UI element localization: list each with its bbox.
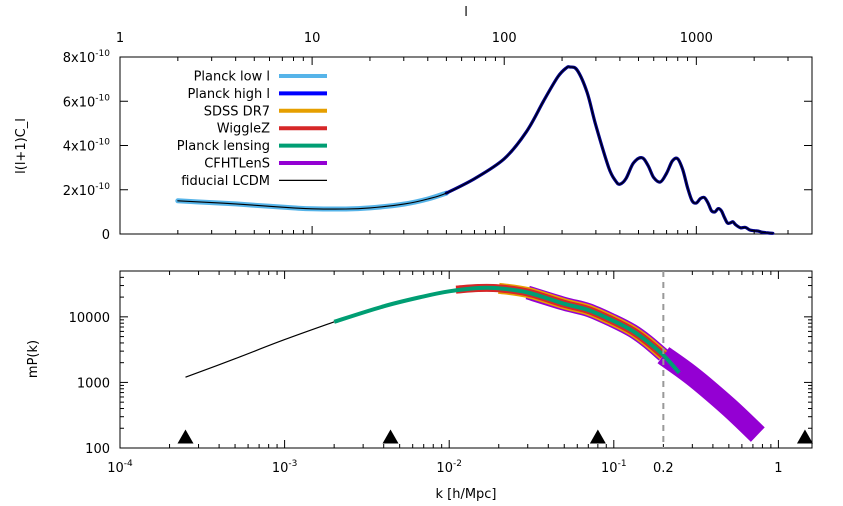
bottom-series-cfhtlens-high-k [657,347,765,442]
top-x-tick-label-1000: 1000 [680,31,713,46]
bottom-x-tick-label-10-3-base: 10 [272,461,289,476]
legend-label-wigglez: WiggleZ [217,122,270,137]
top-y-tick-label-2-base: 4x10 [63,140,96,155]
top-y-tick-label-3: 6x10-10 [63,93,110,110]
top-panel: 1 10 100 100002x10-104x10-106x10-108x10-10 … [14,5,813,243]
bottom-x-tick-label-10-1: 10-1 [601,459,627,476]
bottom-x-tick-label-0-2: 0.2 [653,461,674,476]
bottom-x-tick-label-10-2-exponent: -2 [453,459,462,469]
top-x-tick-label-10-base: 10 [304,31,321,46]
legend-label-planck-high-l: Planck high l [187,87,270,102]
bottom-y-tick-label-100-base: 100 [85,442,110,457]
top-y-tick-label-1: 2x10-10 [63,182,110,199]
legend-label-sdss-dr7: SDSS DR7 [204,104,270,119]
top-series-fiducial-lcdm [177,66,774,234]
bottom-series-sdss-dr7 [498,282,667,360]
legend: Planck low l Planck high l SDSS DR7 WiggleZ… [177,70,327,189]
triangle-marker-1 [382,429,399,444]
top-y-tick-label-4-base: 8x10 [63,51,96,66]
bottom-series-group [185,282,765,442]
bottom-x-tick-label-10-2-base: 10 [436,461,453,476]
top-series-planck-low-l [175,190,449,212]
legend-label-planck-lensing: Planck lensing [177,139,270,154]
top-y-tick-label-4-exponent: -10 [95,49,110,59]
triangle-marker-0 [177,429,194,444]
top-y-axis-label: l(l+1)C_l [14,118,29,174]
top-series-planck-high-l [444,65,775,235]
top-y-tick-label-2-exponent: -10 [95,138,110,148]
bottom-y-tick-label-100: 100 [85,442,110,457]
top-x-axis-label: l [464,5,468,20]
bottom-x-tick-label-10-4: 10-4 [107,459,133,476]
bottom-x-tick-label-10-4-exponent: -4 [124,459,133,469]
top-y-tick-label-1-base: 2x10 [63,184,96,199]
top-x-tick-label-100: 100 [492,31,517,46]
bottom-y-axis-label: mP(k) [26,340,41,378]
legend-label-planck-low-l: Planck low l [194,70,270,85]
bottom-x-tick-label-1-base: 1 [774,461,782,476]
legend-label-fiducial-lcdm: fiducial LCDM [181,174,270,189]
top-x-tick-label-100-base: 100 [492,31,517,46]
top-series-group [175,65,775,235]
top-y-tick-label-3-base: 6x10 [63,95,96,110]
top-y-tick-label-3-exponent: -10 [95,93,110,103]
bottom-series-fiducial-lcdm [185,321,335,378]
legend-label-cfhtlens: CFHTLenS [204,157,270,172]
top-x-tick-label-1-base: 1 [116,31,124,46]
bottom-y-tick-label-10000: 10000 [69,311,110,326]
top-x-tick-label-1: 1 [116,31,124,46]
bottom-x-tick-label-1: 1 [774,461,782,476]
bottom-x-tick-label-10-1-exponent: -1 [618,459,627,469]
bottom-y-tick-label-1000-base: 1000 [77,376,110,391]
top-x-tick-label-10: 10 [304,31,321,46]
bottom-series-planck-lensing [333,285,681,375]
bottom-x-axis-label: k [h/Mpc] [435,487,496,502]
top-y-tick-label-1-exponent: -10 [95,182,110,192]
bottom-y-tick-label-10000-base: 10000 [69,311,110,326]
bottom-y-tick-label-1000: 1000 [77,376,110,391]
bottom-x-tick-label-10-1-base: 10 [601,461,618,476]
bottom-x-tick-label-10-3: 10-3 [272,459,298,476]
top-y-tick-label-0: 0 [102,228,110,243]
top-y-tick-label-0-base: 0 [102,228,110,243]
triangle-marker-2 [589,429,606,444]
bottom-plot-frame [119,270,813,449]
top-y-tick-label-2: 4x10-10 [63,138,110,155]
bottom-x-tick-label-10-2: 10-2 [436,459,462,476]
bottom-x-tick-label-10-4-base: 10 [107,461,124,476]
bottom-x-tick-label-10-3-exponent: -3 [288,459,297,469]
top-y-tick-label-4: 8x10-10 [63,49,110,66]
triangle-marker-3 [796,429,813,444]
top-x-tick-label-1000-base: 1000 [680,31,713,46]
bottom-x-tick-label-0-2-base: 0.2 [653,461,674,476]
